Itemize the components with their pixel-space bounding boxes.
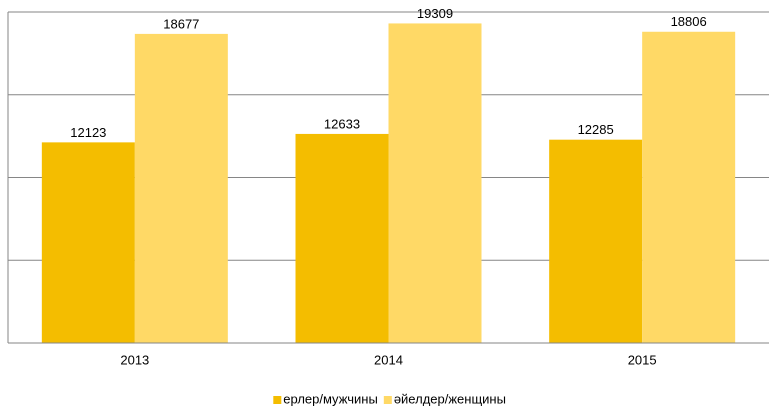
x-tick-label: 2013: [120, 352, 149, 367]
data-label: 18806: [671, 14, 707, 29]
legend-label: ерлер/мужчины: [283, 391, 378, 406]
x-tick-label: 2014: [374, 352, 403, 367]
legend-label: әйелдер/женщины: [394, 391, 506, 406]
bar: [388, 23, 482, 344]
data-label: 12123: [70, 125, 106, 140]
bar: [134, 33, 228, 343]
bar: [41, 142, 135, 343]
bar: [295, 133, 389, 343]
bar: [549, 139, 643, 343]
data-label: 18677: [163, 16, 199, 31]
legend-swatch: [273, 396, 282, 404]
data-label: 12285: [578, 122, 614, 137]
data-label: 19309: [417, 6, 453, 21]
x-tick-label: 2015: [628, 352, 657, 367]
bar: [642, 31, 736, 343]
legend-swatch: [383, 396, 392, 404]
data-label: 12633: [324, 116, 360, 131]
